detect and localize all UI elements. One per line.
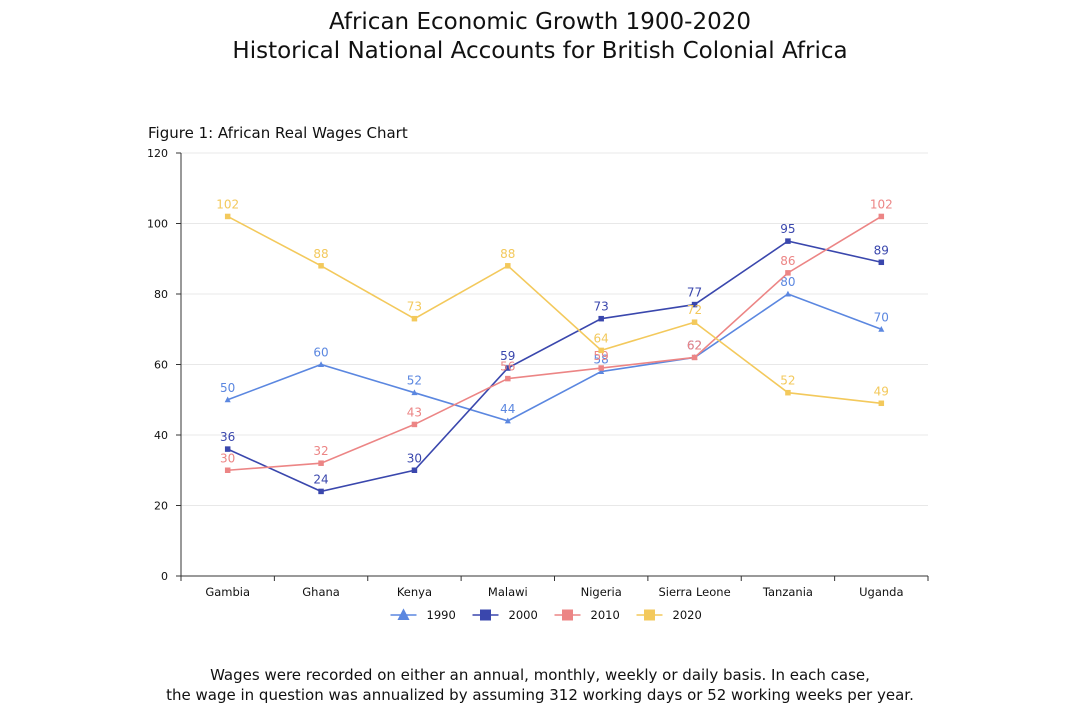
series-1990-data-label: 50: [220, 381, 235, 395]
series-1990-point: [318, 361, 325, 367]
page-title-line-2: Historical National Accounts for British…: [232, 38, 848, 64]
series-1990-point: [784, 290, 791, 297]
series-1990-data-label: 58: [594, 353, 609, 367]
legend-label: 1990: [427, 608, 456, 622]
series-2000-data-label: 36: [220, 430, 235, 444]
x-tick-label: Kenya: [397, 585, 432, 599]
series-1990-data-label: 62: [687, 338, 702, 352]
series-1990-line: [227, 293, 882, 422]
series-2010-point: [224, 467, 231, 473]
series-2020-point: [411, 315, 418, 322]
legend-swatch-marker: [480, 609, 491, 621]
x-tick-label: Tanzania: [762, 585, 813, 599]
series-1990-data-label: 80: [780, 275, 795, 289]
line-chart: Figure 1: African Real Wages Chart 0 20 40 6…: [147, 124, 929, 622]
series-1990-data-label: 52: [407, 374, 422, 388]
series-1990-point: [224, 396, 231, 403]
y-tick-label: 20: [154, 500, 168, 513]
series-2020-data-label: 72: [687, 303, 702, 317]
legend-label: 2020: [673, 608, 702, 622]
series-2020-data-label: 88: [313, 247, 328, 261]
x-tick-label: Nigeria: [581, 585, 622, 599]
legend-swatch-marker: [397, 608, 410, 620]
series-2010-data-label: 102: [870, 197, 893, 211]
x-tick-label: Uganda: [859, 585, 903, 599]
series-2010-data-label: 86: [780, 254, 795, 268]
series-2020-data-label: 52: [780, 374, 795, 388]
series-2000-data-label: 89: [874, 243, 889, 257]
series-2010-point: [598, 365, 604, 371]
series-2020-data-label: 88: [500, 247, 515, 261]
series-2020-point: [785, 389, 791, 396]
series-1990-point: [411, 389, 418, 396]
footnote-line-2: the wage in question was annualized by a…: [166, 686, 914, 704]
chart-container: Figure 1: African Real Wages Chart 0 20 40 6…: [0, 110, 1080, 640]
series-2000-point: [878, 259, 885, 266]
series-1990-data-label: 70: [874, 310, 889, 324]
series-2020-point: [505, 263, 511, 269]
series-2000-data-label: 59: [500, 349, 515, 363]
x-tick-label: Gambia: [205, 585, 250, 599]
y-tick-label: 80: [154, 288, 168, 301]
series-2020-data-label: 102: [216, 197, 239, 211]
series-2010-point: [505, 375, 511, 382]
series-2000-point: [224, 446, 231, 452]
series-2020-point: [318, 263, 324, 269]
page-title: African Economic Growth 1900-2020 Histor…: [0, 8, 1080, 66]
y-tick-label: 40: [154, 429, 168, 442]
series-2020-point: [224, 213, 231, 220]
series-2010-data-label: 43: [407, 405, 422, 419]
series-2020-data-label: 49: [874, 384, 889, 398]
series-1990-data-label: 60: [313, 346, 328, 360]
series-2000-data-label: 95: [780, 222, 795, 236]
series-2020-data-label: 64: [594, 331, 609, 345]
series-1990-point: [598, 368, 605, 375]
series-2010-point: [878, 213, 885, 220]
series-2010-line: [227, 215, 882, 472]
series-2010-data-label: 32: [313, 444, 328, 458]
series-1990-point: [504, 417, 511, 424]
y-tick-label: 120: [147, 147, 168, 160]
series-2020-point: [598, 347, 604, 354]
series-2000-point: [505, 365, 511, 371]
x-tick-label: Ghana: [302, 585, 340, 599]
legend-label: 2000: [509, 608, 538, 622]
x-tick-label: Sierra Leone: [658, 585, 730, 599]
series-2010-data-label: 62: [687, 338, 702, 352]
series-2000-data-label: 30: [407, 451, 422, 465]
series-1990-point: [878, 325, 885, 332]
footnote-line-1: Wages were recorded on either an annual,…: [210, 666, 870, 684]
page-title-line-1: African Economic Growth 1900-2020: [328, 9, 752, 35]
series-2000-data-label: 24: [313, 472, 328, 486]
legend-swatch-marker: [644, 609, 655, 621]
legend-swatch-marker: [562, 609, 573, 621]
series-2000-point: [785, 238, 791, 244]
series-2020-line: [227, 215, 882, 405]
series-1990-data-label: 44: [500, 402, 515, 416]
series-2000-point: [598, 315, 604, 322]
series-2000-point: [318, 488, 324, 495]
series-2000-point: [691, 301, 698, 308]
series-2020-point: [878, 400, 885, 407]
series-2010-point: [785, 270, 791, 276]
y-tick-label: 100: [147, 218, 168, 231]
y-tick-label: 60: [154, 359, 168, 372]
series-2020-data-label: 73: [407, 300, 422, 314]
series-2000-point: [411, 467, 418, 473]
series-2010-data-label: 59: [594, 349, 609, 363]
y-tick-label: 0: [161, 570, 168, 583]
legend-label: 2010: [591, 608, 620, 622]
series-2020-point: [691, 319, 698, 325]
series-2010-point: [691, 354, 698, 361]
chart-title: Figure 1: African Real Wages Chart: [148, 124, 408, 142]
x-tick-label: Malawi: [488, 585, 528, 599]
series-2010-point: [318, 460, 324, 466]
series-2000-line: [227, 240, 882, 493]
series-2000-data-label: 77: [687, 286, 702, 300]
footnote: Wages were recorded on either an annual,…: [0, 665, 1080, 705]
series-2010-data-label: 30: [220, 451, 235, 465]
series-2000-data-label: 73: [594, 300, 609, 314]
series-2010-data-label: 56: [500, 360, 515, 374]
series-2010-point: [411, 421, 418, 428]
